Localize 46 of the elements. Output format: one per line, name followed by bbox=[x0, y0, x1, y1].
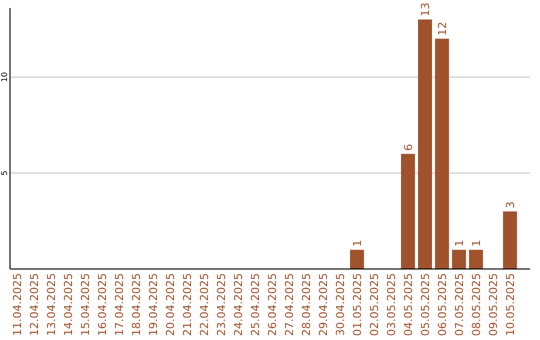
x-tick-label: 11.04.2025 bbox=[11, 273, 24, 336]
x-tick-label: 15.04.2025 bbox=[79, 273, 92, 336]
x-tick-label: 18.04.2025 bbox=[130, 273, 143, 336]
x-tick-label: 21.04.2025 bbox=[181, 273, 194, 336]
x-tick-label: 17.04.2025 bbox=[113, 273, 126, 336]
bar bbox=[350, 250, 364, 269]
x-tick-label: 26.04.2025 bbox=[266, 273, 279, 336]
y-tick-label: 10 bbox=[0, 72, 9, 82]
x-tick-label: 05.05.2025 bbox=[419, 273, 432, 336]
x-tick-label: 25.04.2025 bbox=[249, 273, 262, 336]
bar bbox=[469, 250, 483, 269]
bar bbox=[452, 250, 466, 269]
x-tick-label: 23.04.2025 bbox=[215, 273, 228, 336]
x-tick-label: 02.05.2025 bbox=[368, 273, 381, 336]
x-tick-label: 16.04.2025 bbox=[96, 273, 109, 336]
x-tick-label: 30.04.2025 bbox=[334, 273, 347, 336]
bar bbox=[418, 20, 432, 269]
data-label: 1 bbox=[351, 240, 364, 247]
x-tick-label: 14.04.2025 bbox=[62, 273, 75, 336]
x-tick-label: 29.04.2025 bbox=[317, 273, 330, 336]
x-tick-label: 28.04.2025 bbox=[300, 273, 313, 336]
bar bbox=[435, 38, 449, 269]
y-tick-label: 5 bbox=[0, 170, 9, 176]
x-tick-label: 07.05.2025 bbox=[453, 273, 466, 336]
data-label: 12 bbox=[436, 22, 449, 36]
x-tick-label: 03.05.2025 bbox=[385, 273, 398, 336]
x-tick-label: 27.04.2025 bbox=[283, 273, 296, 336]
x-tick-label: 06.05.2025 bbox=[436, 273, 449, 336]
data-label: 1 bbox=[470, 240, 483, 247]
x-tick-label: 01.05.2025 bbox=[351, 273, 364, 336]
data-label: 1 bbox=[453, 240, 466, 247]
bar bbox=[401, 154, 415, 269]
data-label: 3 bbox=[504, 201, 517, 208]
data-label: 13 bbox=[419, 2, 432, 17]
data-label: 6 bbox=[402, 144, 415, 151]
x-tick-label: 08.05.2025 bbox=[470, 273, 483, 336]
x-tick-label: 20.04.2025 bbox=[164, 273, 177, 336]
x-tick-label: 04.05.2025 bbox=[402, 273, 415, 336]
x-tick-label: 10.05.2025 bbox=[504, 273, 517, 336]
x-tick-label: 22.04.2025 bbox=[198, 273, 211, 336]
x-tick-label: 19.04.2025 bbox=[147, 273, 160, 336]
x-tick-label: 12.04.2025 bbox=[28, 273, 41, 336]
x-tick-label: 24.04.2025 bbox=[232, 273, 245, 336]
bar bbox=[503, 211, 517, 269]
x-tick-label: 13.04.2025 bbox=[45, 273, 58, 336]
x-tick-label: 09.05.2025 bbox=[487, 273, 500, 336]
